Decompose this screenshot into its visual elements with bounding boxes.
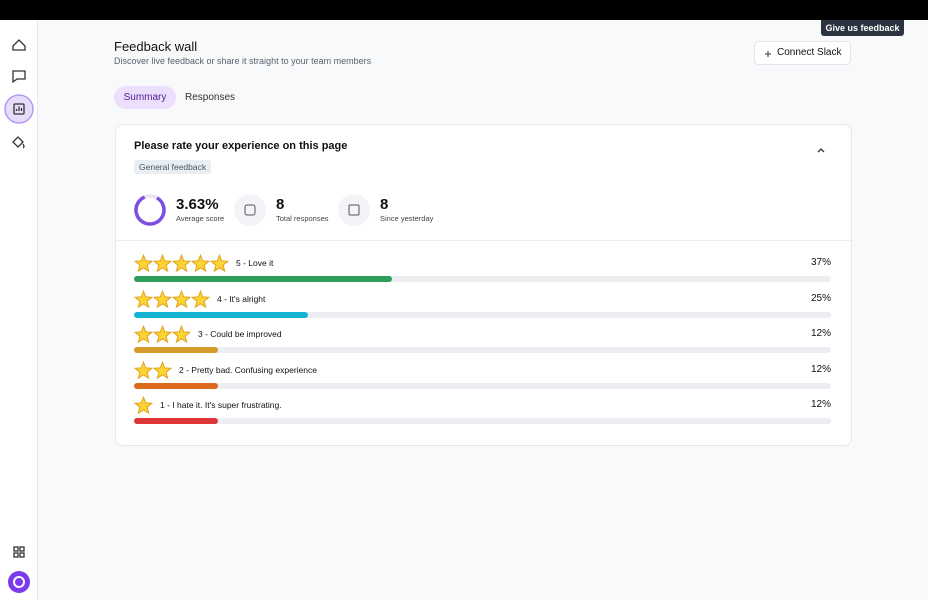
bar	[134, 418, 218, 424]
calendar-icon-bg	[338, 194, 370, 226]
stars	[134, 360, 172, 379]
star	[190, 254, 211, 273]
bar	[134, 347, 218, 353]
bar-track	[134, 347, 831, 353]
calendar-icon	[348, 204, 360, 216]
rating-label: 2 - Pretty bad. Confusing experience	[179, 364, 317, 375]
rating-label: 4 - It's alright	[217, 293, 266, 304]
card-title: Please rate your experience on this page	[134, 140, 348, 152]
bar-track	[134, 382, 831, 389]
tab-responses[interactable]: Responses	[185, 92, 236, 103]
page-subtitle: Discover live feedback or share it strai…	[114, 56, 372, 66]
logo[interactable]	[8, 571, 30, 593]
grid-icon	[19, 546, 25, 552]
stars	[134, 396, 153, 415]
page-title: Feedback wall	[114, 39, 198, 54]
stat-label: Since yesterday	[380, 214, 434, 223]
chart-bars	[15, 106, 23, 111]
star	[134, 254, 154, 273]
bar	[134, 311, 309, 318]
bar	[134, 382, 218, 389]
tag: General feedback	[134, 160, 212, 174]
responses-icon-bg	[234, 194, 266, 226]
responses-icon	[244, 204, 256, 216]
star	[171, 289, 192, 308]
bar-track	[134, 418, 831, 424]
sidebar-icons	[4, 39, 34, 593]
collapse-icon[interactable]	[816, 145, 826, 155]
stars	[134, 325, 191, 344]
percent-label: 12%	[810, 328, 831, 339]
rating-label: 5 - Love it	[236, 258, 274, 268]
stat-label: Average score	[176, 214, 225, 223]
card: Please rate your experience on this page…	[115, 124, 852, 446]
star	[134, 325, 154, 344]
plus-icon	[765, 51, 771, 57]
percent-label: 12%	[810, 363, 831, 375]
star	[152, 254, 173, 273]
tab-summary[interactable]: Summary	[114, 86, 176, 109]
stat-icons	[134, 194, 370, 226]
star	[134, 360, 154, 379]
grid-icon	[19, 552, 25, 558]
logo-ring	[13, 576, 25, 588]
bar	[134, 276, 392, 282]
divider	[116, 240, 851, 241]
stat-value: 3.63%	[176, 196, 219, 213]
paint-icon[interactable]	[12, 136, 25, 149]
chat-icon[interactable]	[12, 70, 26, 84]
button-label: Connect Slack	[777, 47, 842, 58]
star	[134, 396, 153, 415]
star	[152, 360, 172, 379]
star	[171, 254, 192, 273]
star	[171, 325, 191, 344]
bar-track	[134, 276, 831, 282]
percent-label: 12%	[810, 399, 831, 410]
star	[134, 289, 154, 308]
bar-track	[134, 311, 831, 318]
star	[152, 289, 173, 308]
rating-label: 3 - Could be improved	[198, 329, 282, 339]
connect-slack-button[interactable]: Connect Slack	[754, 41, 851, 65]
stars	[134, 254, 229, 273]
percent-label: 25%	[810, 292, 831, 304]
home-icon[interactable]	[12, 39, 26, 51]
star	[209, 254, 229, 273]
star	[152, 325, 173, 344]
stars	[134, 289, 210, 308]
grid-icon	[13, 552, 19, 558]
feedback-tooltip[interactable]: Give us feedback	[821, 20, 904, 36]
star	[190, 289, 210, 308]
stat-label: Total responses	[276, 214, 329, 223]
top-bar	[0, 0, 928, 20]
grid-icon[interactable]	[13, 546, 19, 552]
stat-value: 8	[380, 196, 389, 213]
sidebar	[0, 20, 38, 600]
percent-label: 37%	[810, 257, 831, 268]
chart-icon	[13, 103, 25, 115]
rating-label: 1 - I hate it. It's super frustrating.	[160, 400, 282, 410]
stat-value: 8	[276, 196, 285, 213]
